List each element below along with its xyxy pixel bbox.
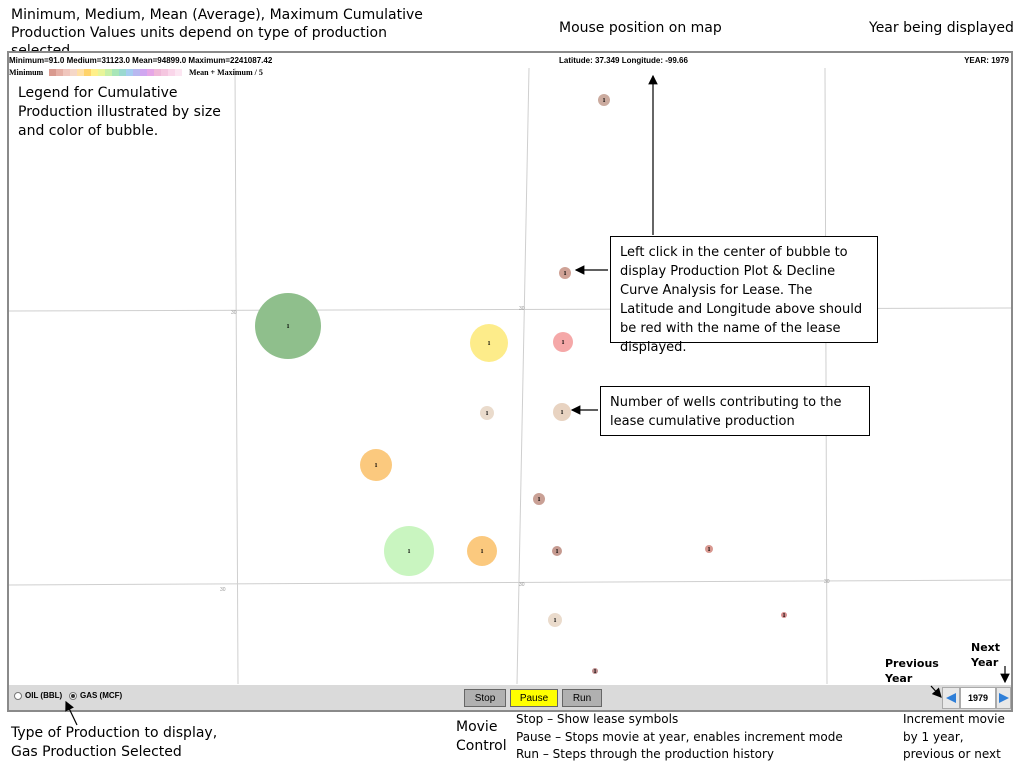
lease-bubble xyxy=(705,545,713,553)
annotation-mouse-position: Mouse position on map xyxy=(559,20,722,36)
lease-bubble xyxy=(470,324,508,362)
movie-desc-run: Run – Steps through the production histo… xyxy=(516,747,775,761)
lease-bubble xyxy=(255,293,321,359)
legend-swatch xyxy=(70,69,77,76)
well-count-label: 1 xyxy=(538,497,541,503)
map-canvas[interactable]: 30 30 30 30 30 1 1 1 1 1 1 1 1 1 1 1 1 1 1 1 1 Minimum=91.0 … xyxy=(9,53,1011,684)
radio-oil-indicator[interactable] xyxy=(14,691,22,700)
well-count-label: 1 xyxy=(375,463,378,469)
legend-swatch xyxy=(140,69,147,76)
map-svg: 30 30 30 30 30 1 1 1 1 1 1 1 1 1 1 1 1 1 1 1 1 xyxy=(9,67,1011,684)
legend-min-label: Minimum xyxy=(9,68,44,77)
annotation-increment: Increment movie by 1 year, previous or n… xyxy=(903,712,1005,761)
well-count-label: 1 xyxy=(486,411,489,417)
legend-color-bar xyxy=(49,69,182,76)
radio-gas-label: GAS (MCF) xyxy=(80,691,123,700)
well-count-label: 1 xyxy=(594,669,597,675)
grid-line xyxy=(824,67,828,684)
lease-bubble xyxy=(552,546,562,556)
annotation-year-displayed: Year being displayed xyxy=(869,20,1014,36)
radio-gas-indicator[interactable] xyxy=(69,691,77,700)
grid-label: 30 xyxy=(231,310,237,316)
legend-swatch xyxy=(98,69,105,76)
lease-bubble xyxy=(553,332,573,352)
triangle-left-icon xyxy=(946,693,956,703)
well-count-label: 1 xyxy=(481,549,484,555)
year-field[interactable]: 1979 xyxy=(960,687,996,709)
well-count-label: 1 xyxy=(603,98,606,104)
grid-label: 30 xyxy=(824,579,830,585)
lease-bubble xyxy=(533,493,545,505)
run-button[interactable]: Run xyxy=(562,689,602,707)
legend-swatch xyxy=(133,69,140,76)
lat-lon-readout: Latitude: 37.349 Longitude: -99.66 xyxy=(559,56,688,65)
grid-line xyxy=(516,67,530,684)
annotation-type-of-production: Type of Production to display, Gas Produ… xyxy=(11,725,218,760)
well-count-label: 1 xyxy=(556,549,559,555)
well-count-label: 1 xyxy=(562,340,565,346)
annotation-next-year: Next Year xyxy=(971,641,1001,669)
control-bar: OIL (BBL) GAS (MCF) Stop Pause Run 1979 xyxy=(9,685,1011,710)
legend-max-label: Mean + Maximum / 5 xyxy=(189,68,263,77)
grid-label: 30 xyxy=(519,582,525,588)
legend-swatch xyxy=(168,69,175,76)
legend-swatch xyxy=(105,69,112,76)
legend-swatch xyxy=(112,69,119,76)
well-count-label: 1 xyxy=(783,613,786,619)
well-count-label: 1 xyxy=(708,547,711,553)
annotation-previous-year: Previous Year xyxy=(885,657,939,684)
legend-swatch xyxy=(154,69,161,76)
legend-swatch xyxy=(63,69,70,76)
legend-swatch xyxy=(56,69,63,76)
grid-label: 30 xyxy=(519,306,525,312)
lease-bubble xyxy=(467,536,497,566)
lease-bubble xyxy=(360,449,392,481)
movie-desc-pause: Pause – Stops movie at year, enables inc… xyxy=(516,729,843,744)
well-count-label: 1 xyxy=(564,271,567,277)
well-count-label: 1 xyxy=(554,618,557,624)
lease-bubble xyxy=(781,612,787,618)
legend-swatch xyxy=(49,69,56,76)
legend-swatch xyxy=(77,69,84,76)
well-count-label: 1 xyxy=(561,410,564,416)
annotation-wells-count: Number of wells contributing to the leas… xyxy=(600,386,870,436)
annotation-legend-note: Legend for Cumulative Production illustr… xyxy=(18,85,221,139)
stats-text: Minimum=91.0 Medium=31123.0 Mean=94899.0… xyxy=(9,56,273,65)
legend-swatch xyxy=(161,69,168,76)
well-count-label: 1 xyxy=(287,324,290,330)
radio-oil[interactable]: OIL (BBL) xyxy=(14,691,62,700)
lease-bubble xyxy=(480,406,494,420)
radio-oil-label: OIL (BBL) xyxy=(25,691,63,700)
triangle-right-icon xyxy=(998,693,1009,703)
lease-bubble xyxy=(598,94,610,106)
legend-swatch xyxy=(147,69,154,76)
stop-button[interactable]: Stop xyxy=(464,689,506,707)
movie-description: Stop – Show lease symbols Pause – Stops … xyxy=(516,711,846,764)
legend-swatch xyxy=(126,69,133,76)
radio-gas[interactable]: GAS (MCF) xyxy=(69,691,122,700)
movie-desc-stop: Stop – Show lease symbols xyxy=(516,712,679,726)
annotation-left-click: Left click in the center of bubble to di… xyxy=(610,236,878,355)
lease-bubble xyxy=(553,403,571,421)
lease-bubble xyxy=(384,526,434,576)
annotation-movie-control: Movie Control xyxy=(456,719,507,754)
lease-bubble xyxy=(548,613,562,627)
year-readout: YEAR: 1979 xyxy=(964,56,1009,65)
lease-bubble xyxy=(559,267,571,279)
grid-line xyxy=(9,579,1011,586)
legend-swatch xyxy=(119,69,126,76)
previous-year-button[interactable] xyxy=(942,687,960,709)
next-year-button[interactable] xyxy=(996,687,1011,709)
legend-swatch xyxy=(84,69,91,76)
well-count-label: 1 xyxy=(408,549,411,555)
well-count-label: 1 xyxy=(488,341,491,347)
app-window: 30 30 30 30 30 1 1 1 1 1 1 1 1 1 1 1 1 1 1 1 1 Minimum=91.0 … xyxy=(7,51,1013,712)
legend-swatch xyxy=(91,69,98,76)
pause-button[interactable]: Pause xyxy=(510,689,558,707)
grid-label: 30 xyxy=(220,587,226,593)
lease-bubble xyxy=(592,668,598,674)
legend-swatch xyxy=(175,69,182,76)
grid-line xyxy=(234,67,239,684)
